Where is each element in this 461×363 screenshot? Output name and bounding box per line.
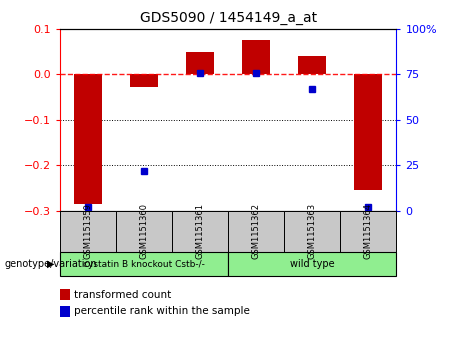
Text: GSM1151364: GSM1151364 xyxy=(364,203,373,260)
Bar xyxy=(242,40,270,74)
Text: GSM1151363: GSM1151363 xyxy=(308,203,317,260)
Bar xyxy=(74,74,102,204)
Text: cystatin B knockout Cstb-/-: cystatin B knockout Cstb-/- xyxy=(83,260,205,269)
Title: GDS5090 / 1454149_a_at: GDS5090 / 1454149_a_at xyxy=(140,11,317,25)
Text: GSM1151360: GSM1151360 xyxy=(140,203,148,260)
Text: GSM1151359: GSM1151359 xyxy=(83,204,93,259)
Text: ▶: ▶ xyxy=(47,259,54,269)
Bar xyxy=(130,74,158,87)
Text: transformed count: transformed count xyxy=(74,290,171,300)
Text: genotype/variation: genotype/variation xyxy=(5,259,97,269)
Bar xyxy=(355,74,383,190)
Bar xyxy=(186,52,214,74)
Text: wild type: wild type xyxy=(290,259,335,269)
Text: GSM1151362: GSM1151362 xyxy=(252,203,261,260)
Bar xyxy=(298,56,326,74)
Text: percentile rank within the sample: percentile rank within the sample xyxy=(74,306,250,316)
Text: GSM1151361: GSM1151361 xyxy=(195,203,205,260)
